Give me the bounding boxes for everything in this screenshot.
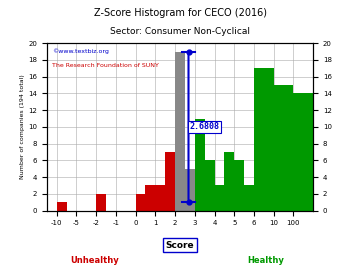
Bar [195,177,205,211]
Text: Score: Score [166,241,194,250]
Bar [145,185,155,211]
Text: Z-Score Histogram for CECO (2016): Z-Score Histogram for CECO (2016) [94,8,266,18]
Bar [195,119,205,211]
Text: Sector: Consumer Non-Cyclical: Sector: Consumer Non-Cyclical [110,27,250,36]
Bar [293,93,313,211]
Bar [165,152,175,211]
Bar [234,160,244,211]
Bar [136,194,145,211]
Bar [224,152,234,211]
Text: ©www.textbiz.org: ©www.textbiz.org [52,48,109,54]
Text: Healthy: Healthy [247,256,284,265]
Bar [175,52,185,211]
Bar [215,185,224,211]
Text: 2.6808: 2.6808 [189,122,220,131]
Text: The Research Foundation of SUNY: The Research Foundation of SUNY [52,63,159,68]
Bar [244,185,254,211]
Bar [185,169,195,211]
Bar [57,202,67,211]
Bar [254,68,274,211]
Y-axis label: Number of companies (194 total): Number of companies (194 total) [20,75,25,179]
Bar [155,185,165,211]
Text: Unhealthy: Unhealthy [70,256,119,265]
Bar [274,85,293,211]
Bar [205,160,215,211]
Bar [96,194,106,211]
